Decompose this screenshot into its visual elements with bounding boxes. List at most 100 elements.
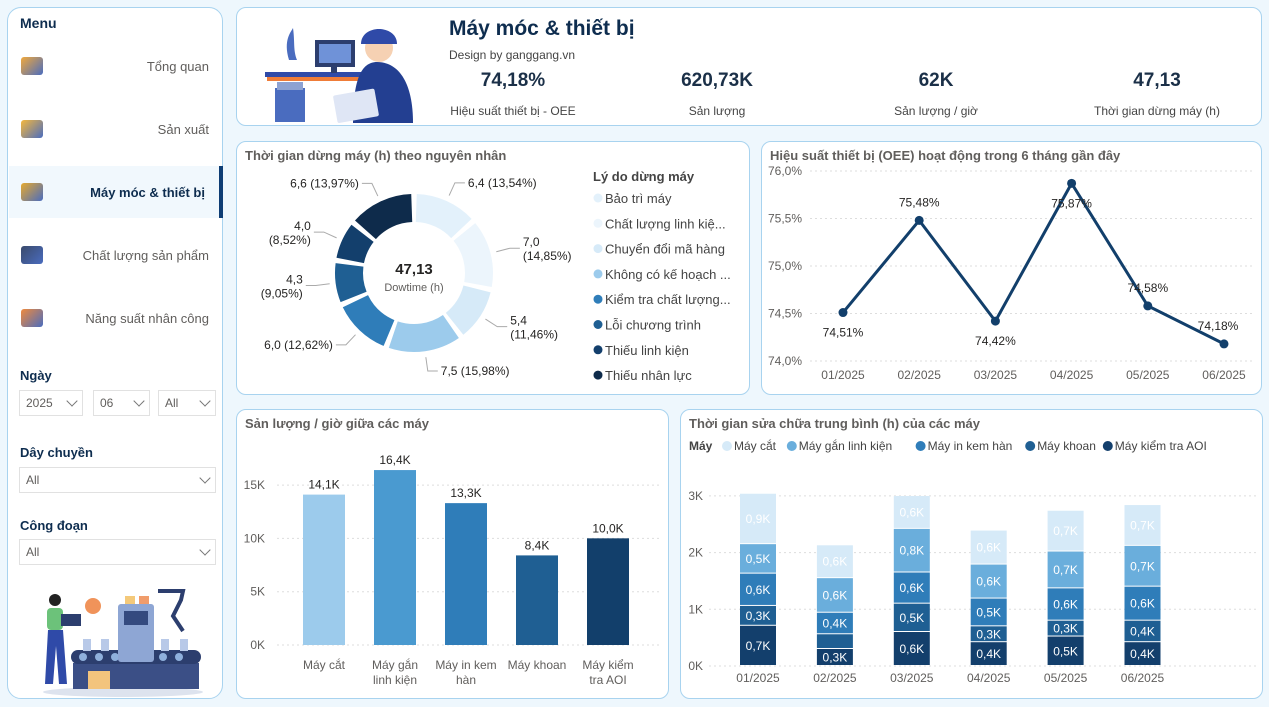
segment-label: 0,6K (899, 642, 924, 656)
y-tick-label: 10K (244, 531, 265, 545)
bar-label: 16,4K (379, 453, 410, 467)
data-point (1143, 301, 1153, 311)
segment-label: 0,6K (1130, 597, 1155, 611)
stacked-segment (970, 642, 1007, 665)
segment-label: 0,6K (899, 581, 924, 595)
y-tick-label: 74,0% (768, 354, 802, 368)
slice-label: 4,3 (9,05%) (261, 272, 303, 300)
bar (516, 555, 558, 645)
legend-marker (593, 193, 603, 203)
stacked-segment (816, 649, 853, 665)
line-value: All (26, 473, 40, 487)
sidebar-item-0[interactable]: Tổng quan (9, 40, 223, 92)
y-tick-label: 2K (688, 546, 703, 560)
menu-title: Menu (20, 15, 57, 31)
sidebar-item-label: Máy móc & thiết bị (90, 184, 205, 200)
y-tick-label: 75,0% (768, 259, 802, 273)
stage-value: All (26, 545, 40, 559)
bar-label: 13,3K (450, 486, 481, 500)
segment-label: 0,3K (1053, 622, 1078, 636)
stacked-segment (816, 634, 853, 648)
y-tick-label: 74,5% (768, 307, 802, 321)
sidebar-item-1[interactable]: Sản xuất (9, 103, 223, 155)
oee-line-chart: 74,0% 74,5% 75,0% 75,5% 76,0% 74,51% 01/2025 75… (768, 164, 1254, 382)
center-value: 47,13 (395, 261, 433, 278)
donut-slice (354, 194, 413, 240)
kpi-label: Hiệu suất thiết bị - OEE (450, 104, 576, 118)
month-dropdown[interactable]: 06 (93, 390, 150, 416)
stacked-segment (970, 598, 1007, 626)
leader-line (361, 182, 379, 197)
stacked-segment (740, 625, 776, 665)
y-tick-label: 3K (688, 489, 703, 503)
year-dropdown[interactable]: 2025 (19, 390, 83, 416)
stacked-segment (893, 603, 930, 631)
chart-title: Sản lượng / giờ giữa các máy (245, 416, 429, 431)
x-tick-label: Máy cắt (303, 657, 346, 672)
y-tick-label: 0K (250, 638, 265, 652)
slice-label: 4,0 (8,52%) (269, 219, 311, 247)
legend-item: Thiếu nhân lực (605, 368, 692, 383)
sidebar-item-label: Chất lượng sản phẩm (82, 247, 209, 263)
slice-label: 6,4 (13,54%) (468, 176, 537, 190)
legend-item: Máy cắt (734, 438, 777, 453)
sidebar: Menu Tổng quan Sản xuất Máy móc & thiết bị… (7, 7, 223, 699)
segment-label: 0,6K (823, 555, 848, 569)
sidebar-item-4[interactable]: Năng suất nhân công (9, 292, 223, 344)
downtime-by-reason-panel: Thời gian dừng máy (h) theo nguyên nhân … (236, 141, 750, 395)
stacked-segment (816, 612, 853, 634)
stacked-segment (893, 528, 930, 572)
legend-item: Máy in kem hàn (928, 439, 1013, 453)
data-label: 74,42% (975, 334, 1016, 348)
oee-trend-panel: Hiệu suất thiết bị (OEE) hoạt động trong… (761, 141, 1262, 395)
stacked-segment (740, 573, 776, 605)
leader-line (485, 318, 508, 328)
x-tick-label: Máy gắn linh kiện (372, 657, 418, 687)
stacked-segment (816, 545, 853, 578)
x-tick-label: 06/2025 (1121, 671, 1165, 685)
chevron-down-icon (199, 544, 211, 556)
legend-item: Kiểm tra chất lượng... (605, 292, 731, 307)
line-dropdown[interactable]: All (19, 467, 216, 493)
kpi-value: 620,73K (681, 70, 753, 91)
legend-item: Chất lượng linh kiệ... (605, 216, 726, 231)
legend-title: Lý do dừng máy (593, 169, 695, 184)
y-tick-label: 5K (250, 585, 265, 599)
stacked-segment (970, 626, 1007, 642)
x-tick-label: 06/2025 (1202, 368, 1246, 382)
stacked-segment (1047, 620, 1084, 636)
day-dropdown[interactable]: All (158, 390, 216, 416)
date-filter-label: Ngày (20, 368, 52, 383)
stage-dropdown[interactable]: All (19, 539, 216, 565)
sidebar-item-label: Sản xuất (157, 121, 209, 137)
legend-item: Không có kế hoạch ... (605, 267, 731, 282)
segment-label: 0,7K (1053, 524, 1078, 538)
worker-icon (21, 309, 43, 327)
bar (303, 494, 345, 645)
output-per-hour-panel: Sản lượng / giờ giữa các máy 0K 5K 10K 15K 1… (236, 409, 669, 699)
sidebar-item-3[interactable]: Chất lượng sản phẩm (9, 229, 223, 281)
legend-marker (593, 320, 603, 329)
stacked-segment (740, 605, 776, 625)
kpi-label: Thời gian dừng máy (h) (1094, 104, 1220, 118)
legend-marker (593, 269, 603, 279)
slice-label: 7,5 (15,98%) (441, 364, 510, 378)
legend-item: Máy gắn linh kiện (799, 438, 892, 453)
segment-label: 0,3K (976, 627, 1001, 641)
header-panel: Máy móc & thiết bị Design by ganggang.vn… (236, 7, 1262, 126)
segment-label: 0,4K (1130, 624, 1155, 638)
stacked-segment (1124, 620, 1161, 642)
sidebar-item-2[interactable]: Máy móc & thiết bị (9, 166, 223, 218)
legend-marker (593, 294, 603, 304)
stacked-segment (1047, 588, 1084, 620)
stacked-segment (1124, 586, 1161, 620)
data-label: 74,58% (1127, 281, 1168, 295)
conveyor-icon (21, 57, 43, 75)
stage-filter-label: Công đoạn (20, 518, 88, 533)
data-label: 75,48% (899, 195, 940, 209)
x-tick-label: Máy in kem hàn (435, 658, 496, 687)
stacked-segment (893, 572, 930, 603)
kpi-label: Sản lượng / giờ (894, 104, 978, 118)
chevron-down-icon (66, 395, 78, 407)
segment-label: 0,3K (823, 651, 848, 665)
